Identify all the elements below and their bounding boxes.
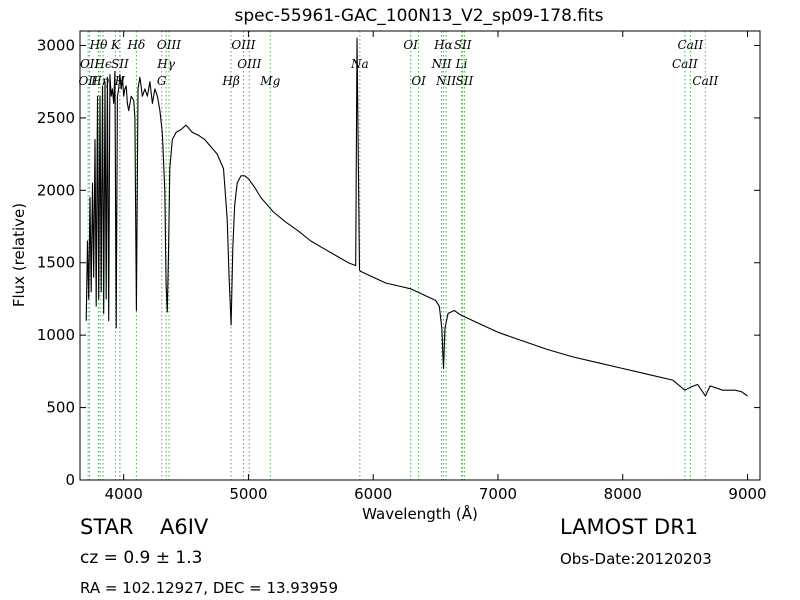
y-tick-label: 3000 <box>37 36 75 54</box>
y-tick-label: 2500 <box>37 109 75 127</box>
line-marker-label-6: Hα <box>433 38 453 52</box>
line-marker-label-14: Na <box>350 57 369 71</box>
x-tick-label: 6000 <box>354 485 392 503</box>
line-marker-label-8: CaII <box>677 38 703 52</box>
x-tick-label: 8000 <box>604 485 642 503</box>
line-marker-label-26: SII <box>456 74 474 88</box>
object-class: STAR <box>80 515 134 539</box>
spectrum-line <box>85 37 748 397</box>
plot-frame <box>79 30 761 481</box>
y-axis-label: Flux (relative) <box>10 202 28 308</box>
line-marker-label-18: OII <box>78 74 98 88</box>
observation-date: Obs-Date:20120203 <box>560 550 712 568</box>
line-marker-label-23: Mg <box>259 74 280 88</box>
line-marker-label-19: Hη <box>90 74 109 88</box>
line-marker-label-20: H <box>114 74 126 88</box>
line-marker-label-0: Hθ <box>89 38 108 52</box>
line-marker-label-10: Hϵ <box>93 57 111 71</box>
line-marker-label-15: NII <box>431 57 452 71</box>
y-tick-label: 500 <box>46 399 75 417</box>
line-marker-label-1: K <box>110 38 121 52</box>
y-tick-label: 1000 <box>37 326 75 344</box>
y-tick-label: 1500 <box>37 254 75 272</box>
line-marker-label-25: NII <box>435 74 456 88</box>
x-axis-label: Wavelength (Å) <box>362 505 478 523</box>
line-marker-label-17: CaII <box>672 57 698 71</box>
x-tick-label: 4000 <box>105 485 143 503</box>
line-marker-label-21: G <box>157 74 167 88</box>
line-marker-label-27: CaII <box>692 74 718 88</box>
object-subclass: A6IV <box>160 515 209 539</box>
line-marker-label-2: Hδ <box>127 38 146 52</box>
line-marker-label-12: Hγ <box>156 57 175 71</box>
coordinates: RA = 102.12927, DEC = 13.93959 <box>80 579 339 597</box>
x-tick-label: 5000 <box>229 485 267 503</box>
y-tick-label: 0 <box>65 471 75 489</box>
line-marker-label-5: OI <box>403 38 418 52</box>
x-tick-label: 7000 <box>479 485 517 503</box>
chart-title: spec-55961-GAC_100N13_V2_sp09-178.fits <box>234 6 604 26</box>
line-marker-label-16: Li <box>455 57 468 71</box>
line-marker-label-4: OIII <box>231 38 255 52</box>
line-marker-label-9: OII <box>80 57 100 71</box>
line-marker-label-22: Hβ <box>221 74 239 88</box>
line-marker-label-13: OIII <box>237 57 261 71</box>
line-marker-label-11: SII <box>111 57 129 71</box>
y-tick-label: 2000 <box>37 181 75 199</box>
redshift-value: cz = 0.9 ± 1.3 <box>80 548 203 568</box>
survey-name: LAMOST DR1 <box>560 515 699 539</box>
x-tick-label: 9000 <box>728 485 766 503</box>
line-marker-label-3: OIII <box>157 38 181 52</box>
line-marker-label-7: SII <box>454 38 472 52</box>
line-marker-label-24: OI <box>411 74 426 88</box>
